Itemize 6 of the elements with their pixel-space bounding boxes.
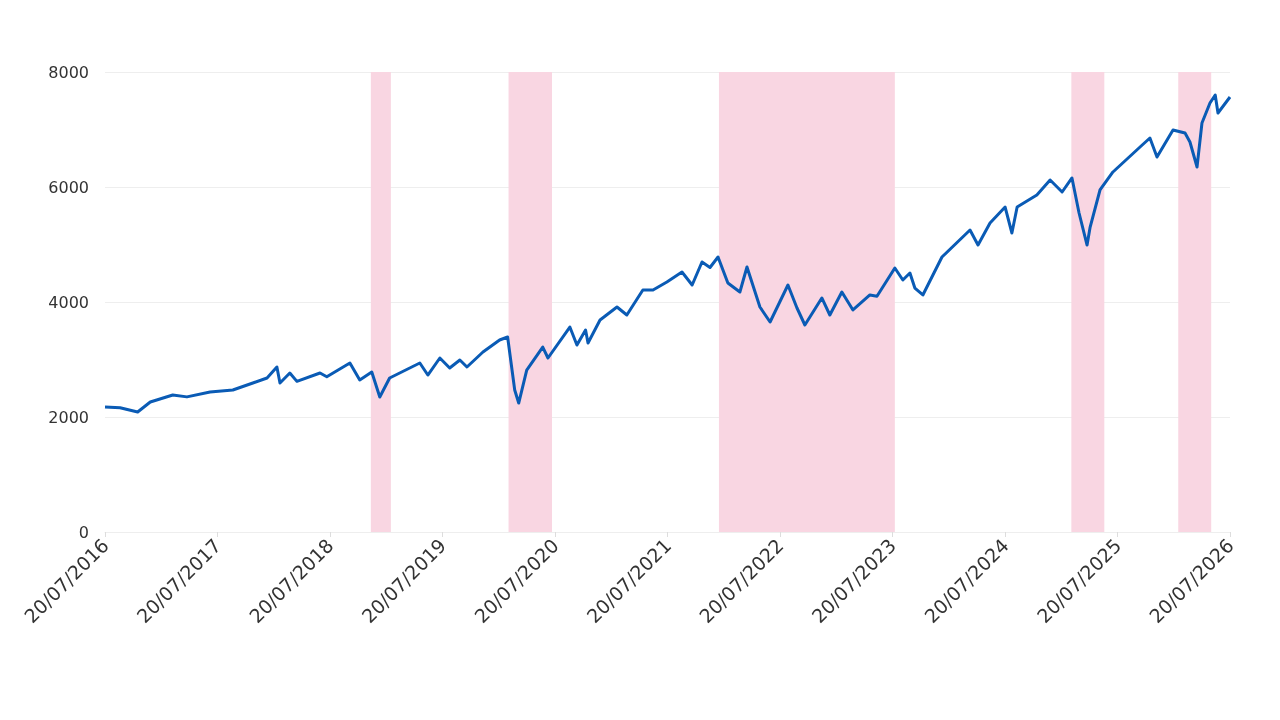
y-tick-label: 4000 xyxy=(48,292,89,312)
y-tick-label: 8000 xyxy=(48,62,89,82)
y-tick-label: 6000 xyxy=(48,177,89,197)
y-tick-label: 2000 xyxy=(48,407,89,427)
y-tick-label: 0 xyxy=(78,522,89,542)
line-series xyxy=(103,93,1232,414)
